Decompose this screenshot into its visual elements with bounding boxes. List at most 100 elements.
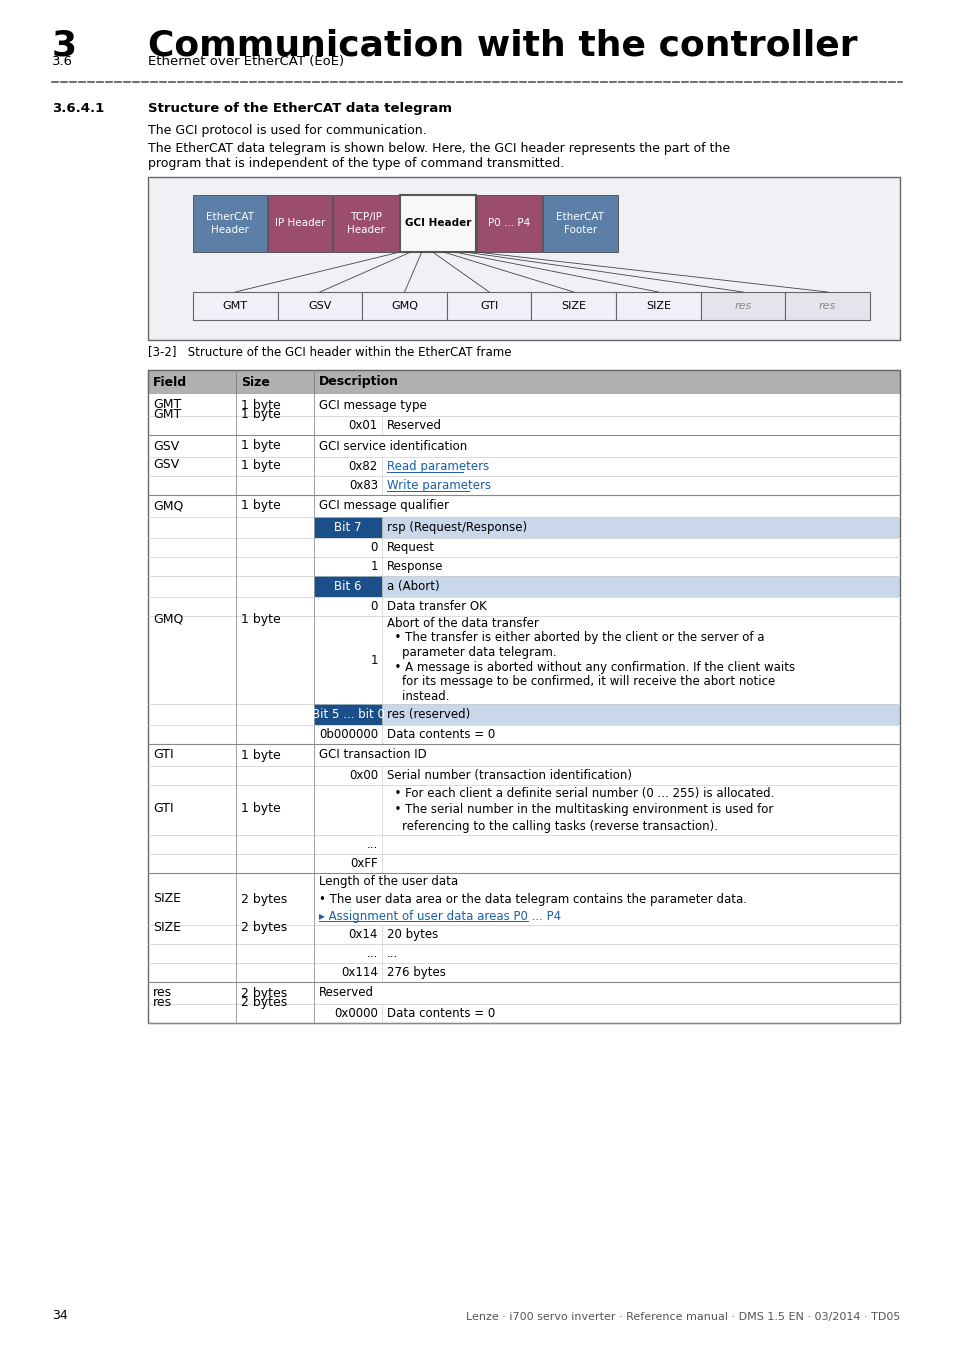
Text: 2 bytes: 2 bytes [241, 892, 287, 906]
Text: Bit 7: Bit 7 [334, 521, 361, 535]
Text: parameter data telegram.: parameter data telegram. [387, 647, 556, 659]
Bar [148, 177, 899, 340]
Text: Response: Response [387, 560, 443, 572]
Text: 1: 1 [370, 653, 377, 667]
Text: referencing to the calling tasks (reverse transaction).: referencing to the calling tasks (revers… [387, 821, 718, 833]
Text: Lenze · i700 servo inverter · Reference manual · DMS 1.5 EN · 03/2014 · TD05: Lenze · i700 servo inverter · Reference … [465, 1312, 899, 1322]
Text: 1 byte: 1 byte [241, 440, 280, 452]
Text: Ethernet over EtherCAT (EoE): Ethernet over EtherCAT (EoE) [148, 55, 344, 68]
Text: res: res [734, 301, 751, 310]
Text: 0x82: 0x82 [349, 460, 377, 472]
Text: 0x14: 0x14 [348, 927, 377, 941]
Bar [235, 981, 314, 1023]
Bar [148, 435, 899, 458]
Text: Data contents = 0: Data contents = 0 [387, 728, 495, 741]
Bar [235, 394, 314, 435]
Bar [148, 517, 899, 539]
Bar [148, 495, 235, 744]
Bar [148, 477, 899, 495]
Bar [148, 703, 899, 725]
Text: 3.6.4.1: 3.6.4.1 [52, 103, 104, 115]
Bar [148, 981, 899, 1004]
Text: Length of the user data: Length of the user data [318, 875, 457, 888]
Bar [314, 576, 381, 597]
Text: GTI: GTI [152, 748, 173, 761]
Text: SIZE: SIZE [152, 892, 181, 906]
Text: [3-2]   Structure of the GCI header within the EtherCAT frame: [3-2] Structure of the GCI header within… [148, 346, 511, 358]
Bar [148, 944, 899, 963]
Text: Data contents = 0: Data contents = 0 [387, 1007, 495, 1021]
Bar [235, 435, 314, 495]
Text: Communication with the controller: Communication with the controller [148, 28, 857, 62]
Text: GCI message qualifier: GCI message qualifier [318, 500, 449, 513]
Bar [531, 292, 616, 320]
Bar [399, 194, 476, 252]
Text: GTI: GTI [479, 301, 497, 310]
Text: Bit 6: Bit 6 [334, 580, 361, 593]
Bar [148, 458, 899, 477]
Text: GSV: GSV [152, 440, 179, 452]
Bar [148, 576, 899, 597]
Text: GMQ: GMQ [391, 301, 417, 310]
Text: Structure of the EtherCAT data telegram: Structure of the EtherCAT data telegram [148, 103, 452, 115]
Text: 3.6: 3.6 [52, 55, 73, 68]
Bar [148, 744, 899, 765]
Bar [193, 292, 277, 320]
Text: Reserved: Reserved [318, 987, 374, 999]
Text: res (reserved): res (reserved) [387, 707, 470, 721]
Bar [148, 873, 899, 925]
Bar [148, 597, 899, 616]
Text: GMT: GMT [152, 398, 181, 412]
Text: GCI message type: GCI message type [318, 398, 426, 412]
Text: The EtherCAT data telegram is shown below. Here, the GCI header represents the p: The EtherCAT data telegram is shown belo… [148, 142, 729, 155]
Text: ...: ... [387, 946, 397, 960]
Text: 0x0000: 0x0000 [334, 1007, 377, 1021]
Text: res: res [152, 996, 172, 1008]
Text: for its message to be confirmed, it will receive the abort notice: for its message to be confirmed, it will… [387, 675, 775, 688]
Text: 0x83: 0x83 [349, 479, 377, 491]
Text: 0b000000: 0b000000 [318, 728, 377, 741]
Text: GCI service identification: GCI service identification [318, 440, 467, 452]
Text: 1 byte: 1 byte [241, 459, 280, 471]
Text: 276 bytes: 276 bytes [387, 967, 445, 979]
Bar [148, 1004, 899, 1023]
Text: • A message is aborted without any confirmation. If the client waits: • A message is aborted without any confi… [387, 662, 794, 674]
Text: EtherCAT
Header: EtherCAT Header [206, 212, 253, 235]
Text: 1: 1 [370, 560, 377, 572]
Text: • The user data area or the data telegram contains the parameter data.: • The user data area or the data telegra… [318, 892, 746, 906]
Text: The GCI protocol is used for communication.: The GCI protocol is used for communicati… [148, 124, 426, 136]
Text: GCI Header: GCI Header [404, 219, 471, 228]
Bar [362, 292, 446, 320]
Bar [148, 855, 899, 873]
Bar [148, 765, 899, 784]
Text: 2 bytes: 2 bytes [241, 996, 287, 1008]
Text: GMT: GMT [152, 408, 181, 421]
Text: 0x114: 0x114 [341, 967, 377, 979]
Text: res: res [152, 987, 172, 999]
Text: SIZE: SIZE [645, 301, 670, 310]
Bar [314, 517, 381, 539]
Text: • The serial number in the multitasking environment is used for: • The serial number in the multitasking … [387, 803, 773, 817]
Text: IP Header: IP Header [274, 219, 325, 228]
Text: 1 byte: 1 byte [241, 408, 280, 421]
Text: 1 byte: 1 byte [241, 500, 280, 513]
Text: 1 byte: 1 byte [241, 613, 280, 626]
Bar [784, 292, 869, 320]
Text: ...: ... [366, 838, 377, 850]
Text: 0: 0 [370, 541, 377, 554]
Text: TCP/IP
Header: TCP/IP Header [347, 212, 384, 235]
Bar [268, 194, 332, 252]
Text: 1 byte: 1 byte [241, 398, 280, 412]
Text: 20 bytes: 20 bytes [387, 927, 437, 941]
Bar [148, 873, 235, 981]
Bar [148, 836, 899, 855]
Text: 2 bytes: 2 bytes [241, 987, 287, 999]
Bar [148, 370, 899, 394]
Text: Abort of the data transfer: Abort of the data transfer [387, 617, 538, 630]
Text: 1 byte: 1 byte [241, 802, 280, 815]
Text: GSV: GSV [152, 459, 179, 471]
Text: 3: 3 [52, 28, 77, 62]
Text: Write parameters: Write parameters [387, 479, 491, 491]
Text: 0x00: 0x00 [349, 769, 377, 782]
Text: GMQ: GMQ [152, 613, 183, 626]
